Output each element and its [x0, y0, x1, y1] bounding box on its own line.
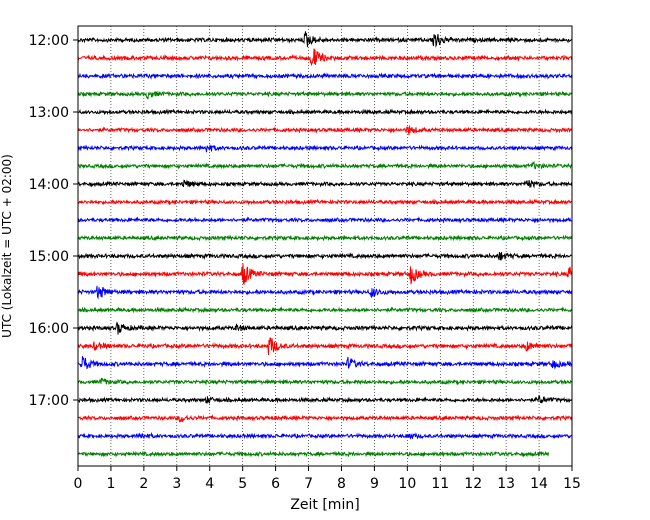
trace-1545	[77, 306, 573, 314]
trace-1330	[77, 144, 573, 153]
trace-1200	[77, 31, 573, 48]
trace-1645	[77, 377, 573, 386]
x-tick-label: 6	[271, 476, 280, 492]
y-tick-label: 14:00	[29, 177, 69, 193]
seismogram-traces	[77, 31, 573, 458]
trace-1700	[77, 394, 573, 405]
vertical-grid	[110, 26, 540, 466]
x-tick-label: 13	[497, 476, 515, 492]
trace-1715	[77, 414, 573, 423]
plot-frame	[77, 25, 573, 467]
x-tick-label: 12	[464, 476, 482, 492]
trace-1345	[77, 160, 573, 170]
x-tick-label: 5	[238, 476, 247, 492]
trace-1745	[77, 450, 549, 458]
trace-1315	[77, 125, 573, 136]
trace-1730	[77, 431, 573, 440]
trace-1415	[77, 198, 573, 206]
trace-1300	[77, 108, 573, 116]
x-tick-label: 0	[74, 476, 83, 492]
x-tick-label: 14	[530, 476, 548, 492]
trace-1400	[77, 179, 573, 189]
x-tick-label: 11	[431, 476, 449, 492]
y-tick-label: 15:00	[29, 249, 69, 265]
trace-1600	[77, 321, 573, 335]
x-tick-label: 9	[370, 476, 379, 492]
x-tick-label: 3	[172, 476, 181, 492]
y-axis-title: UTC (Lokalzeit = UTC + 02:00)	[0, 154, 14, 338]
trace-1515	[77, 263, 573, 286]
y-tick-label: 17:00	[29, 393, 69, 409]
trace-1500	[77, 252, 573, 261]
x-tick-label: 15	[563, 476, 581, 492]
trace-1430	[77, 216, 573, 224]
x-tick-label: 10	[398, 476, 416, 492]
x-axis-title: Zeit [min]	[290, 497, 359, 513]
y-tick-label: 13:00	[29, 105, 69, 121]
x-tick-label: 1	[106, 476, 115, 492]
trace-1215	[77, 48, 573, 67]
x-tick-label: 8	[337, 476, 346, 492]
y-axis-ticks: 12:00 13:00 14:00 15:00 16:00 17:00	[29, 33, 78, 409]
x-axis-ticks: 0 1 2 3 4 5 6 7 8 9 10 11 12 13 14 15	[74, 466, 581, 492]
trace-1445	[77, 234, 573, 242]
x-tick-label: 2	[139, 476, 148, 492]
x-tick-label: 7	[304, 476, 313, 492]
trace-1630	[77, 356, 573, 370]
trace-1530	[77, 285, 573, 300]
y-tick-label: 16:00	[29, 321, 69, 337]
x-tick-label: 4	[205, 476, 214, 492]
trace-1230	[77, 72, 573, 80]
y-tick-label: 12:00	[29, 33, 69, 49]
trace-1615	[77, 337, 573, 355]
trace-1245	[77, 90, 573, 100]
